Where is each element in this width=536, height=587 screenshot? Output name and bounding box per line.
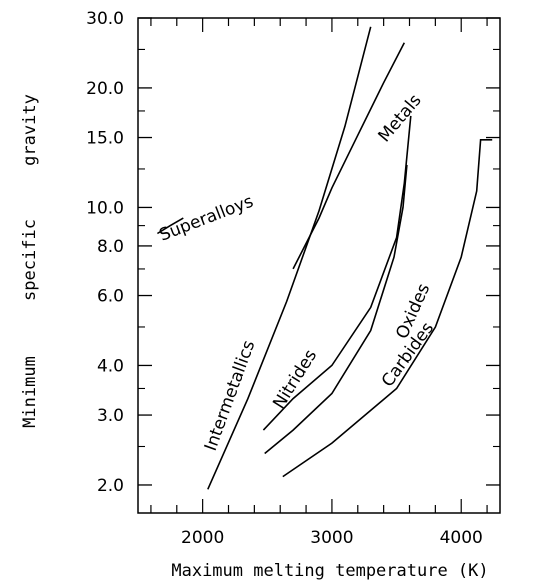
y-tick-label: 20.0 bbox=[86, 79, 124, 99]
y-tick-label: 3.0 bbox=[97, 406, 124, 426]
curve-oxides bbox=[264, 164, 408, 455]
series-label-intermetallics: Intermetallics bbox=[201, 338, 260, 454]
plot-frame bbox=[137, 17, 501, 514]
tick-labels: 2.0 3.0 4.0 6.0 8.0 10.0 15.0 20.0 30.0 2000 3000 4… bbox=[86, 9, 483, 548]
y-tick-label: 6.0 bbox=[97, 287, 124, 307]
y-axis-label-specific: specific bbox=[20, 219, 40, 301]
curve-metals bbox=[292, 42, 406, 270]
y-axis-label-minimum: Minimum bbox=[20, 356, 40, 428]
y-tick-label: 15.0 bbox=[86, 129, 124, 149]
x-axis-label: Maximum melting temperature (K) bbox=[171, 561, 488, 581]
y-tick-label: 2.0 bbox=[97, 476, 124, 496]
curve-nitrides bbox=[262, 115, 412, 431]
curve-carbides bbox=[282, 139, 493, 478]
ticks bbox=[138, 17, 500, 513]
x-tick-label: 2000 bbox=[181, 528, 224, 548]
x-tick-label: 4000 bbox=[440, 528, 483, 548]
series-label-metals: Metals bbox=[375, 91, 426, 147]
series-label-nitrides: Nitrides bbox=[269, 346, 321, 413]
y-tick-label: 30.0 bbox=[86, 9, 124, 29]
y-tick-label: 4.0 bbox=[97, 356, 124, 376]
curve-superalloys bbox=[156, 217, 184, 235]
y-axis-label-gravity: gravity bbox=[20, 94, 40, 166]
series-label-superalloys: Superalloys bbox=[157, 191, 257, 245]
y-tick-label: 10.0 bbox=[86, 198, 124, 218]
curve-intermetallics bbox=[207, 26, 372, 490]
curves bbox=[156, 26, 493, 490]
y-tick-label: 8.0 bbox=[97, 237, 124, 257]
x-tick-label: 3000 bbox=[310, 528, 353, 548]
